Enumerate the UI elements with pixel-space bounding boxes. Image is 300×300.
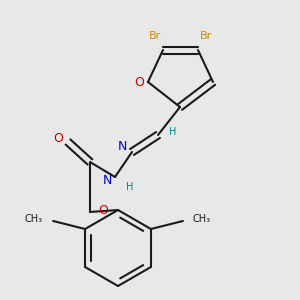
Text: O: O [134,76,144,88]
Text: O: O [53,131,63,145]
Text: Br: Br [200,31,212,41]
Text: O: O [98,203,108,217]
Text: N: N [102,173,112,187]
Text: CH₃: CH₃ [25,214,43,224]
Text: CH₃: CH₃ [193,214,211,224]
Text: Br: Br [149,31,161,41]
Text: H: H [169,127,177,137]
Text: H: H [126,182,134,192]
Text: N: N [117,140,127,152]
